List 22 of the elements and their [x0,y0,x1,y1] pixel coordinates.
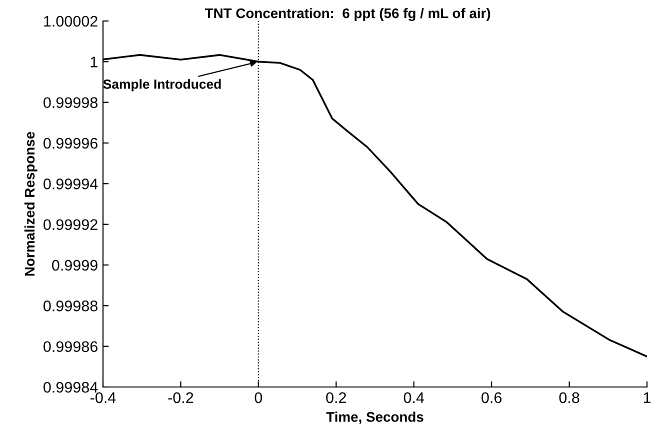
y-tick-label: 0.99984 [44,382,98,393]
x-axis-title: Time, Seconds [326,412,424,424]
y-tick-label: 0.99998 [44,97,98,108]
y-tick-label: 0.99996 [44,138,98,149]
x-tick-label: 0.4 [404,392,424,404]
y-tick-label: 0.99994 [44,178,98,190]
x-tick-label: 0 [254,392,262,404]
x-tick-label: 0.2 [326,392,346,404]
y-tick-label: 0.9999 [52,260,98,271]
x-tick-label: -0.2 [168,392,194,404]
y-tick-label: 0.99988 [44,300,98,312]
y-tick-label: 0.99992 [44,219,98,230]
x-tick-label: 1 [644,392,651,403]
y-tick-label: 1.00002 [44,16,98,27]
chart-title: TNT Concentration: 6 ppt (56 fg / mL of air) [204,8,490,21]
annotation: Sample Introduced [103,79,221,92]
x-tick-label: 0.6 [482,392,502,404]
x-tick-label: -0.4 [90,392,116,404]
y-tick-label: 0.99986 [44,341,98,352]
y-tick-label: 1 [90,56,98,68]
x-tick-label: 0.8 [559,392,580,404]
y-axis-title: Normalized Response [24,132,38,276]
